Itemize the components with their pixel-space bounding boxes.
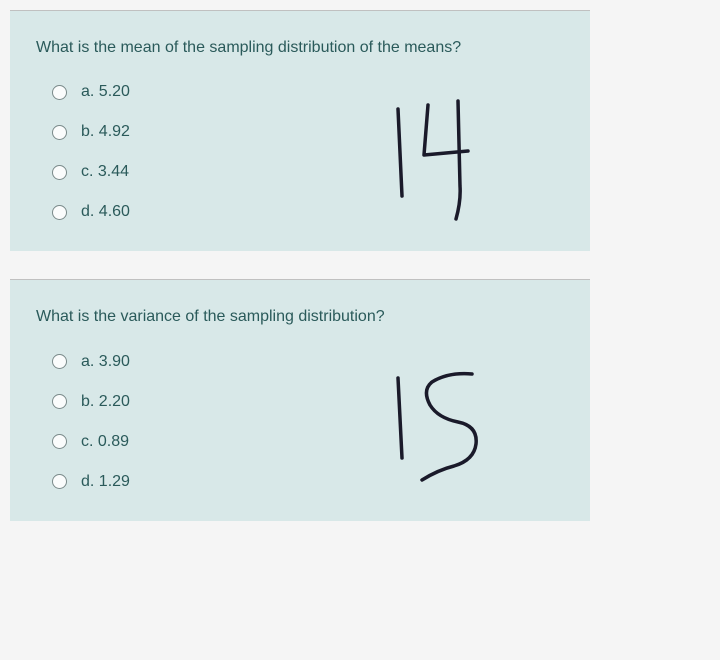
option-row[interactable]: b. 2.20 bbox=[52, 393, 564, 411]
radio-icon[interactable] bbox=[52, 165, 67, 180]
option-label: c. 3.44 bbox=[81, 163, 129, 181]
option-label: c. 0.89 bbox=[81, 433, 129, 451]
question-card-1: What is the mean of the sampling distrib… bbox=[10, 10, 590, 251]
question-text: What is the variance of the sampling dis… bbox=[36, 302, 564, 332]
question-card-2: What is the variance of the sampling dis… bbox=[10, 279, 590, 520]
radio-icon[interactable] bbox=[52, 434, 67, 449]
options-list: a. 5.20 b. 4.92 c. 3.44 d. 4.60 bbox=[36, 83, 564, 221]
option-row[interactable]: d. 4.60 bbox=[52, 203, 564, 221]
option-row[interactable]: c. 0.89 bbox=[52, 433, 564, 451]
radio-icon[interactable] bbox=[52, 354, 67, 369]
radio-icon[interactable] bbox=[52, 85, 67, 100]
radio-icon[interactable] bbox=[52, 205, 67, 220]
option-row[interactable]: a. 5.20 bbox=[52, 83, 564, 101]
option-label: b. 4.92 bbox=[81, 123, 130, 141]
radio-icon[interactable] bbox=[52, 474, 67, 489]
option-row[interactable]: c. 3.44 bbox=[52, 163, 564, 181]
option-label: a. 5.20 bbox=[81, 83, 130, 101]
option-label: b. 2.20 bbox=[81, 393, 130, 411]
question-text: What is the mean of the sampling distrib… bbox=[36, 33, 564, 63]
options-list: a. 3.90 b. 2.20 c. 0.89 d. 1.29 bbox=[36, 353, 564, 491]
option-row[interactable]: b. 4.92 bbox=[52, 123, 564, 141]
option-label: a. 3.90 bbox=[81, 353, 130, 371]
option-row[interactable]: d. 1.29 bbox=[52, 473, 564, 491]
option-row[interactable]: a. 3.90 bbox=[52, 353, 564, 371]
radio-icon[interactable] bbox=[52, 125, 67, 140]
option-label: d. 1.29 bbox=[81, 473, 130, 491]
option-label: d. 4.60 bbox=[81, 203, 130, 221]
radio-icon[interactable] bbox=[52, 394, 67, 409]
